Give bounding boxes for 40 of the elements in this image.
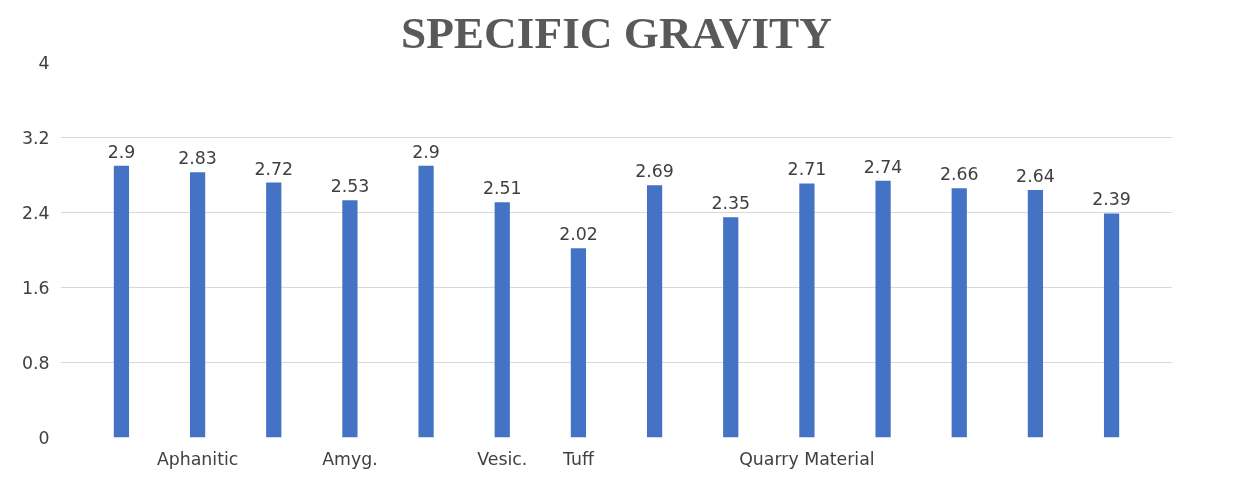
bar xyxy=(1027,190,1044,438)
bar xyxy=(799,183,815,438)
x-tick-label: Vesic. xyxy=(477,448,528,469)
bar xyxy=(723,217,739,438)
y-tick-label: 3.2 xyxy=(21,128,50,148)
data-label: 2.35 xyxy=(711,193,751,214)
chart-title: SPECIFIC GRAVITY xyxy=(400,7,833,58)
data-label: 2.9 xyxy=(412,141,440,162)
data-label: 2.39 xyxy=(1092,189,1131,210)
x-tick-label: Amyg. xyxy=(322,448,378,469)
bar xyxy=(646,185,663,438)
bar xyxy=(266,182,282,438)
data-label: 2.71 xyxy=(787,159,827,180)
y-tick-label: 1.6 xyxy=(21,278,50,298)
data-label: 2.02 xyxy=(559,224,598,245)
data-label: 2.51 xyxy=(482,178,522,199)
y-tick-label: 0.8 xyxy=(21,353,50,373)
bar xyxy=(1103,213,1120,438)
bar xyxy=(189,172,206,438)
x-tick-label: Tuff xyxy=(561,448,595,469)
data-label: 2.74 xyxy=(863,156,903,177)
y-tick-label: 0 xyxy=(38,428,50,448)
data-label: 2.83 xyxy=(178,148,217,169)
bar xyxy=(418,165,434,438)
data-label: 2.69 xyxy=(635,161,674,182)
data-label: 2.64 xyxy=(1016,166,1055,186)
x-tick-label: Quarry Material xyxy=(739,448,875,469)
data-label: 2.72 xyxy=(254,158,294,179)
bar xyxy=(951,188,967,438)
bar xyxy=(342,200,358,438)
y-tick-label: 2.4 xyxy=(21,203,50,223)
bar xyxy=(494,202,510,438)
bar xyxy=(875,180,891,438)
data-label: 2.53 xyxy=(330,176,370,197)
data-label: 2.9 xyxy=(107,141,136,162)
data-label: 2.66 xyxy=(939,164,979,185)
y-tick-label: 4 xyxy=(38,53,50,73)
x-tick-label: Aphanitic xyxy=(156,448,239,469)
bar xyxy=(570,248,587,438)
bar xyxy=(113,165,130,438)
